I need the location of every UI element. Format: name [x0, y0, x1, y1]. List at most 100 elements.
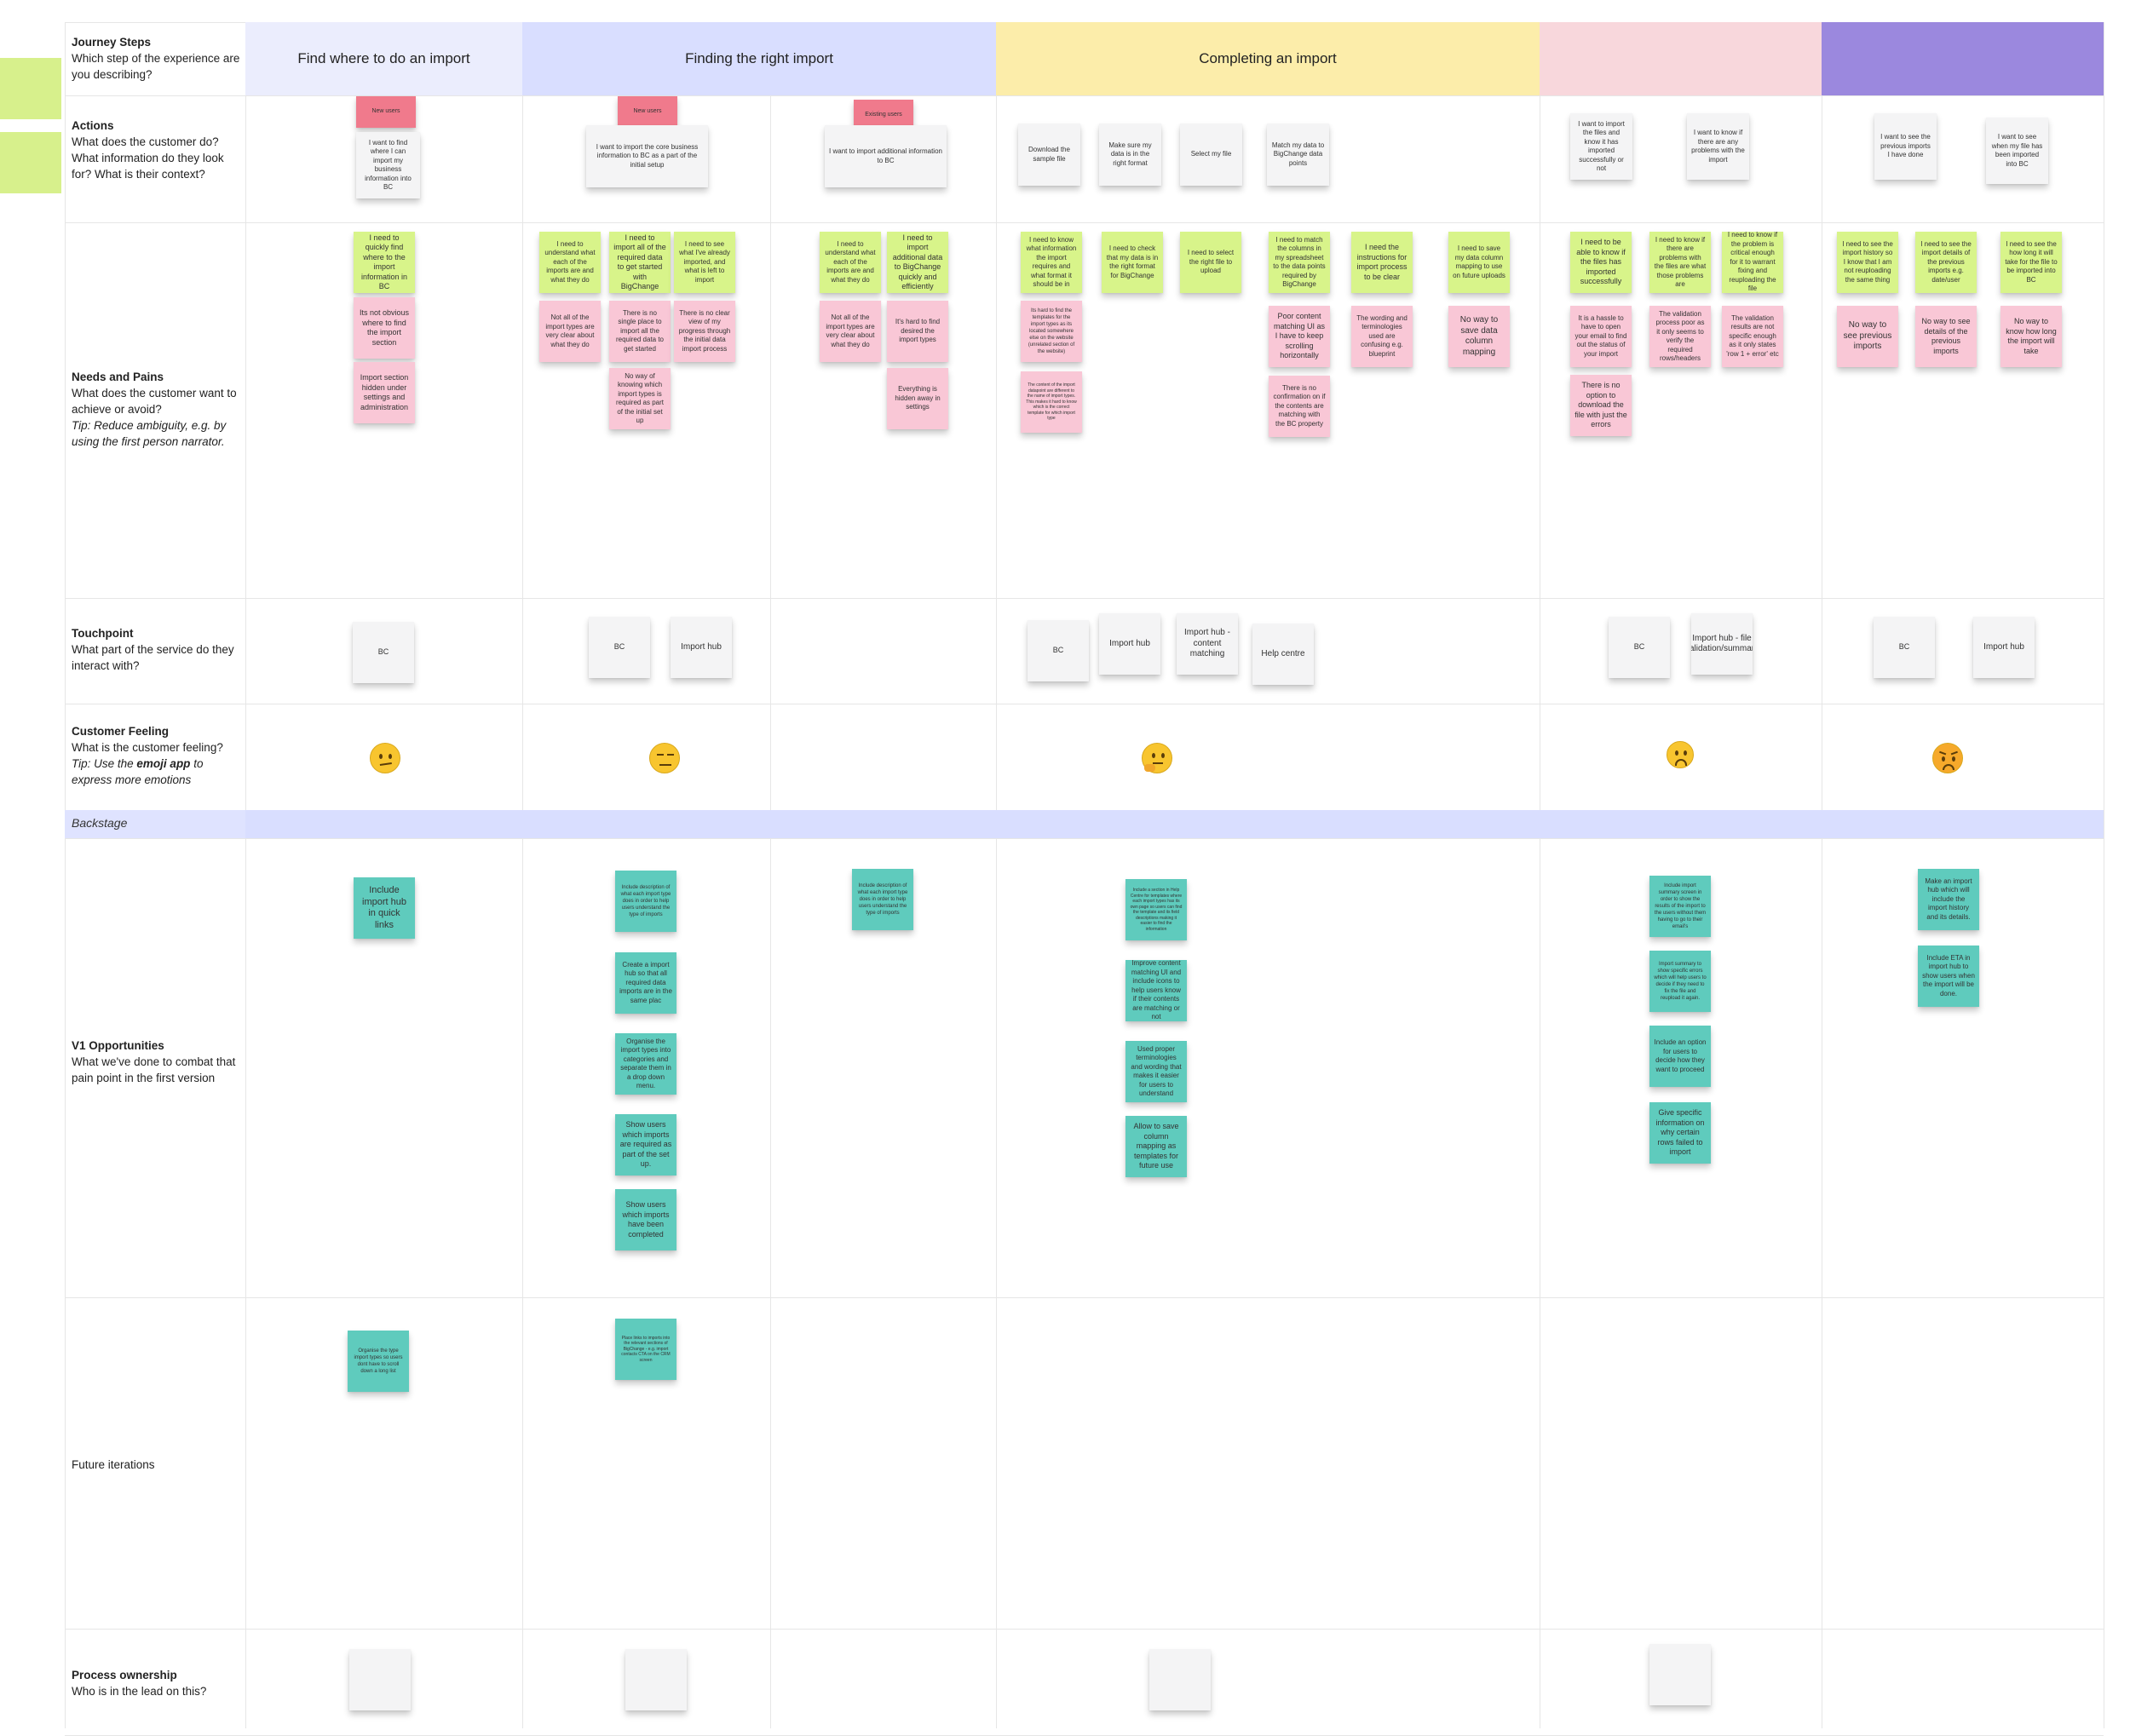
ownership-sticky[interactable] — [1649, 1644, 1711, 1705]
touchpoint-sticky[interactable]: Import hub — [1973, 617, 2035, 678]
opportunity-sticky[interactable]: Used proper terminologies and wording th… — [1125, 1041, 1187, 1102]
need-sticky[interactable]: I need to be able to know if the files h… — [1570, 232, 1632, 293]
need-sticky[interactable]: I need to match the columns in my spread… — [1269, 232, 1330, 293]
action-sticky[interactable]: Select my file — [1180, 124, 1242, 186]
opportunity-sticky[interactable]: Give specific information on why certain… — [1649, 1102, 1711, 1164]
grid-line — [522, 22, 523, 1728]
side-sticky-note[interactable] — [0, 58, 61, 119]
pain-sticky[interactable]: Everything is hidden away in settings — [887, 368, 948, 429]
need-sticky[interactable]: I need to check that my data is in the r… — [1102, 232, 1163, 293]
opportunity-sticky[interactable]: Improve content matching UI and include … — [1125, 960, 1187, 1021]
row-tip: Tip: Use the emoji app to express more e… — [72, 756, 242, 788]
touchpoint-sticky[interactable]: Import hub — [1099, 613, 1160, 675]
pain-sticky[interactable]: There is no confirmation on if the conte… — [1269, 376, 1330, 437]
ownership-sticky[interactable] — [625, 1649, 687, 1710]
action-sticky[interactable]: I want to know if there are any problems… — [1687, 113, 1749, 180]
touchpoint-sticky[interactable]: Import hub - content matching — [1177, 613, 1238, 675]
action-sticky[interactable]: I want to see when my file has been impo… — [1986, 118, 2048, 184]
touchpoint-sticky[interactable]: Help centre — [1252, 624, 1314, 685]
touchpoint-sticky[interactable]: Import hub — [671, 617, 732, 678]
pain-sticky[interactable]: It is a hassle to have to open your emai… — [1570, 306, 1632, 367]
tag-new-users[interactable]: New users — [618, 96, 677, 128]
pain-sticky[interactable]: No way to see details of the previous im… — [1915, 306, 1977, 367]
opportunity-sticky[interactable]: Include import hub in quick links — [354, 877, 415, 939]
action-sticky[interactable]: I want to import additional information … — [825, 125, 947, 187]
pain-sticky[interactable]: The validation process poor as it only s… — [1649, 306, 1711, 367]
pain-sticky[interactable]: Not all of the import types are very cle… — [539, 301, 601, 362]
opportunity-sticky[interactable]: Include description of what each import … — [852, 869, 913, 930]
pain-sticky[interactable]: The validation results are not specific … — [1722, 306, 1783, 367]
tag-new-users[interactable]: New users — [356, 96, 416, 128]
opportunity-sticky[interactable]: Make an import hub which will include th… — [1918, 869, 1979, 930]
need-sticky[interactable]: I need to quickly find where to the impo… — [354, 232, 415, 293]
opportunity-sticky[interactable]: Import summary to show specific errors w… — [1649, 951, 1711, 1012]
opportunity-sticky[interactable]: Organise the import types into categorie… — [615, 1033, 676, 1095]
future-sticky[interactable]: Place links to imports into the relevant… — [615, 1319, 676, 1380]
opportunity-sticky[interactable]: Include a section in Help Centre for tem… — [1125, 879, 1187, 940]
row-label-feeling: Customer Feeling What is the customer fe… — [72, 723, 242, 788]
need-sticky[interactable]: I need to save my data column mapping to… — [1448, 232, 1510, 293]
pain-sticky[interactable]: The content of the import datapoint are … — [1021, 371, 1082, 433]
opportunity-sticky[interactable]: Include an option for users to decide ho… — [1649, 1026, 1711, 1087]
need-sticky[interactable]: I need to select the right file to uploa… — [1180, 232, 1241, 293]
need-sticky[interactable]: I need to see the how long it will take … — [2000, 232, 2062, 293]
pain-sticky[interactable]: Poor content matching UI as I have to ke… — [1269, 306, 1330, 367]
need-sticky[interactable]: I need to know if there are problems wit… — [1649, 232, 1711, 293]
need-sticky[interactable]: I need to see what I've already imported… — [674, 232, 735, 293]
pain-sticky[interactable]: No way to know how long the import will … — [2000, 306, 2062, 367]
pain-sticky[interactable]: There is no option to download the file … — [1570, 375, 1632, 436]
future-sticky[interactable]: Organise the type import types so users … — [348, 1331, 409, 1392]
opportunity-sticky[interactable]: Show users which imports have been compl… — [615, 1189, 676, 1250]
stage-finding-right-import: Finding the right import — [522, 22, 996, 95]
action-sticky[interactable]: I want to import the files and know it h… — [1570, 113, 1632, 180]
need-sticky[interactable]: I need to understand what each of the im… — [820, 232, 881, 293]
row-subtitle: What does the customer do? What informat… — [72, 135, 224, 181]
need-sticky[interactable]: I need to see the import history so I kn… — [1837, 232, 1898, 293]
touchpoint-sticky[interactable]: BC — [1609, 617, 1670, 678]
row-subtitle: What we've done to combat that pain poin… — [72, 1055, 236, 1084]
need-sticky[interactable]: I need to know if the problem is critica… — [1722, 232, 1783, 293]
opportunity-sticky[interactable]: Include description of what each import … — [615, 871, 676, 932]
pain-sticky[interactable]: It's hard to find desired the import typ… — [887, 301, 948, 362]
action-sticky[interactable]: I want to import the core business infor… — [586, 125, 708, 187]
touchpoint-sticky[interactable]: Import hub - file validation/summary — [1691, 613, 1753, 675]
action-sticky[interactable]: I want to see the previous imports I hav… — [1874, 113, 1937, 180]
need-sticky[interactable]: I need to see the import details of the … — [1915, 232, 1977, 293]
ownership-sticky[interactable] — [1149, 1649, 1211, 1710]
action-sticky[interactable]: Make sure my data is in the right format — [1099, 124, 1161, 186]
need-sticky[interactable]: I need the instructions for import proce… — [1351, 232, 1413, 293]
pain-sticky[interactable]: There is no single place to import all t… — [609, 301, 671, 362]
row-title: Touchpoint — [72, 627, 134, 640]
action-sticky[interactable]: Match my data to BigChange data points — [1267, 124, 1329, 186]
opportunity-sticky[interactable]: Show users which imports are required as… — [615, 1114, 676, 1176]
action-sticky[interactable]: I want to find where I can import my bus… — [356, 132, 420, 198]
touchpoint-sticky[interactable]: BC — [353, 622, 414, 683]
row-label-future: Future iterations — [72, 1457, 242, 1473]
ownership-sticky[interactable] — [349, 1649, 411, 1710]
row-title: Needs and Pains — [72, 371, 164, 383]
opportunity-sticky[interactable]: Allow to save column mapping as template… — [1125, 1116, 1187, 1177]
pain-sticky[interactable]: There is no clear view of my progress th… — [674, 301, 735, 362]
opportunity-sticky[interactable]: Create a import hub so that all required… — [615, 952, 676, 1014]
pain-sticky[interactable]: The wording and terminologies used are c… — [1351, 306, 1413, 367]
pain-sticky[interactable]: No way of knowing which import types is … — [609, 368, 671, 429]
side-sticky-note[interactable] — [0, 132, 61, 193]
stage-label: Completing an import — [1199, 50, 1337, 66]
opportunity-sticky[interactable]: Include import summary screen in order t… — [1649, 876, 1711, 937]
pain-sticky[interactable]: No way to save data column mapping — [1448, 306, 1510, 367]
pain-sticky[interactable]: Its hard to find the templates for the i… — [1021, 301, 1082, 362]
pain-sticky[interactable]: Not all of the import types are very cle… — [820, 301, 881, 362]
need-sticky[interactable]: I need to import all of the required dat… — [609, 232, 671, 293]
tip-text: to express more emotions — [72, 757, 204, 786]
pain-sticky[interactable]: Its not obvious where to find the import… — [354, 297, 415, 359]
need-sticky[interactable]: I need to import additional data to BigC… — [887, 232, 948, 293]
pain-sticky[interactable]: Import section hidden under settings and… — [354, 362, 415, 423]
action-sticky[interactable]: Download the sample file — [1018, 124, 1080, 186]
touchpoint-sticky[interactable]: BC — [1874, 617, 1935, 678]
need-sticky[interactable]: I need to understand what each of the im… — [539, 232, 601, 293]
touchpoint-sticky[interactable]: BC — [589, 617, 650, 678]
touchpoint-sticky[interactable]: BC — [1028, 620, 1089, 681]
pain-sticky[interactable]: No way to see previous imports — [1837, 306, 1898, 367]
opportunity-sticky[interactable]: Include ETA in import hub to show users … — [1918, 946, 1979, 1007]
need-sticky[interactable]: I need to know what information the impo… — [1021, 232, 1082, 293]
